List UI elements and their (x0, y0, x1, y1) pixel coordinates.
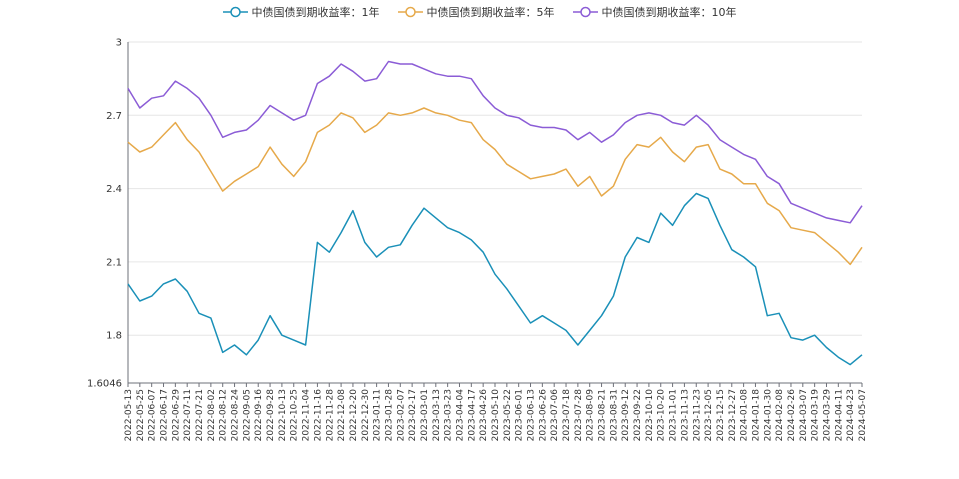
x-tick-label: 2022-11-16 (313, 389, 323, 442)
legend-line-circle-icon (572, 6, 598, 18)
chart-legend: 中债国债到期收益率：1年 中债国债到期收益率：5年 中债国债到期收益率：10年 (0, 4, 959, 20)
x-tick-label: 2023-07-06 (550, 389, 560, 442)
legend-item-1[interactable]: 中债国债到期收益率：1年 (222, 4, 380, 20)
x-tick-label: 2022-08-12 (219, 389, 229, 441)
x-tick-label: 2023-01-28 (384, 389, 394, 442)
x-tick-label: 2024-01-18 (751, 389, 761, 442)
x-tick-label: 2022-10-25 (290, 389, 300, 441)
x-tick-label: 2024-04-23 (846, 389, 856, 441)
x-tick-label: 2023-04-26 (479, 389, 489, 442)
x-tick-label: 2023-03-23 (444, 389, 454, 441)
legend-label: 中债国债到期收益率：5年 (426, 6, 555, 19)
x-tick-label: 2023-12-15 (716, 389, 726, 441)
y-tick-label: 2.1 (106, 257, 122, 268)
x-tick-label: 2023-11-01 (669, 389, 679, 441)
legend-item-3[interactable]: 中债国债到期收益率：10年 (572, 4, 737, 20)
x-tick-label: 2022-07-21 (195, 389, 205, 441)
x-tick-label: 2022-05-25 (136, 389, 146, 441)
y-tick-label: 2.7 (106, 111, 122, 122)
x-tick-label: 2024-03-19 (811, 389, 821, 442)
x-tick-label: 2023-12-05 (704, 389, 714, 441)
y-tick-label: 2.4 (106, 184, 122, 195)
series-line-2 (127, 107, 863, 266)
x-tick-label: 2023-08-21 (598, 389, 608, 441)
x-tick-label: 2023-08-31 (609, 389, 619, 441)
x-tick-label: 2024-03-29 (822, 389, 832, 442)
x-tick-label: 2022-05-13 (124, 389, 134, 441)
x-tick-label: 2024-03-07 (799, 389, 809, 441)
x-tick-label: 2022-12-30 (361, 389, 371, 442)
x-tick-label: 2023-01-11 (373, 389, 383, 441)
y-tick-label: 1.8 (106, 331, 122, 342)
legend-label: 中债国债到期收益率：10年 (601, 6, 737, 19)
x-tick-label: 2022-09-28 (266, 389, 276, 442)
x-tick-label: 2023-07-18 (562, 389, 572, 442)
x-tick-label: 2023-10-10 (645, 389, 655, 442)
y-tick-label: 1.6046 (87, 379, 122, 390)
x-tick-label: 2023-02-17 (408, 389, 418, 441)
x-tick-label: 2023-09-22 (633, 389, 643, 441)
x-tick-label: 2022-09-05 (242, 389, 252, 441)
x-tick-label: 2024-01-08 (740, 389, 750, 442)
legend-line-circle-icon (397, 6, 423, 18)
x-tick-label: 2023-06-26 (538, 389, 548, 442)
x-tick-label: 2023-11-13 (680, 389, 690, 441)
x-tick-label: 2024-05-07 (858, 389, 868, 441)
x-tick-label: 2024-04-11 (834, 389, 844, 441)
x-tick-label: 2023-11-23 (692, 389, 702, 441)
series-line-1 (127, 192, 863, 366)
x-tick-label: 2022-12-20 (349, 389, 359, 442)
x-tick-label: 2022-12-08 (337, 389, 347, 442)
x-tick-label: 2023-05-22 (503, 389, 513, 441)
x-tick-label: 2024-02-08 (775, 389, 785, 442)
x-tick-label: 2022-06-07 (148, 389, 158, 441)
x-tick-label: 2022-07-11 (183, 389, 193, 441)
x-tick-label: 2023-09-12 (621, 389, 631, 441)
x-tick-label: 2023-02-07 (396, 389, 406, 441)
legend-item-2[interactable]: 中债国债到期收益率：5年 (397, 4, 555, 20)
series-line-3 (127, 60, 863, 224)
x-tick-label: 2023-04-04 (455, 389, 465, 442)
x-tick-label: 2023-10-20 (657, 389, 667, 442)
legend-label: 中债国债到期收益率：1年 (251, 6, 380, 19)
x-tick-label: 2023-08-09 (586, 389, 596, 442)
x-tick-label: 2024-01-30 (763, 389, 773, 442)
x-tick-label: 2023-06-01 (515, 389, 525, 441)
x-tick-label: 2023-05-10 (491, 389, 501, 442)
x-tick-label: 2022-11-04 (302, 389, 312, 442)
x-tick-label: 2024-02-26 (787, 389, 797, 442)
x-tick-label: 2022-11-28 (325, 389, 335, 442)
legend-line-circle-icon (222, 6, 248, 18)
x-tick-label: 2023-07-28 (574, 389, 584, 442)
x-tick-label: 2022-08-02 (207, 389, 217, 441)
x-tick-label: 2022-08-24 (231, 389, 241, 442)
x-tick-label: 2022-06-29 (171, 389, 181, 442)
x-tick-label: 2023-04-17 (467, 389, 477, 441)
x-tick-label: 2023-03-01 (420, 389, 430, 441)
y-tick-label: 3 (116, 38, 122, 49)
x-tick-label: 2023-06-13 (527, 389, 537, 441)
x-tick-label: 2023-12-27 (728, 389, 738, 441)
x-tick-label: 2022-09-16 (254, 389, 264, 442)
x-tick-label: 2023-03-13 (432, 389, 442, 441)
x-tick-label: 2022-10-13 (278, 389, 288, 441)
x-tick-label: 2022-06-17 (160, 389, 170, 441)
